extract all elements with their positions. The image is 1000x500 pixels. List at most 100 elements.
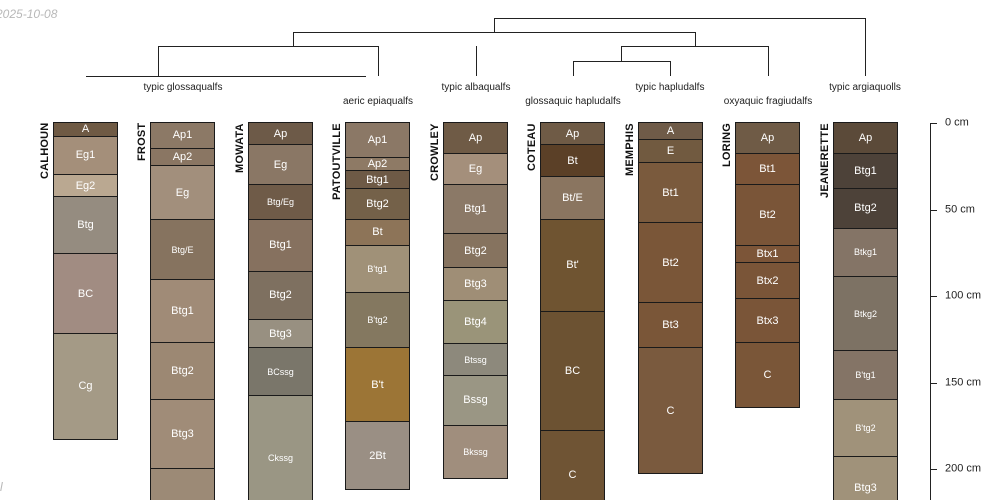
horizon: Bt: [540, 144, 605, 177]
horizon-label: Ap2: [172, 151, 193, 164]
horizon-label: Ap: [273, 127, 288, 140]
horizon: Btg/Eg: [248, 184, 313, 220]
dendrogram-branch: [476, 46, 477, 76]
horizon: Cg: [53, 333, 118, 440]
horizon-label: Btg1: [464, 202, 487, 215]
horizon: B'tg1: [345, 244, 410, 293]
dendrogram-branch: [695, 32, 696, 46]
horizon: Btg: [53, 196, 118, 255]
dendrogram-branch: [768, 46, 769, 76]
horizon-label: Btx1: [756, 247, 779, 260]
horizon: Btg1: [150, 279, 215, 343]
horizon-label: Bt': [566, 259, 579, 272]
horizon-label: C: [568, 468, 577, 481]
horizon-label: Btkg2: [853, 308, 877, 319]
horizon: E: [638, 139, 703, 163]
horizon: Bt: [345, 218, 410, 246]
taxon-label: typic glossaqualfs: [143, 82, 223, 93]
horizon: A: [53, 122, 118, 137]
horizon: A: [638, 122, 703, 141]
horizon-label: Ap: [858, 132, 873, 145]
horizon: [150, 468, 215, 500]
horizon: C: [638, 346, 703, 475]
horizon-label: Btg3: [171, 427, 194, 440]
profile-name: PATOUTVILLE: [331, 123, 343, 200]
profile-name: COTEAU: [526, 123, 538, 171]
horizon-label: Eg: [468, 163, 483, 176]
horizon-label: Ckssg: [267, 452, 293, 463]
dendrogram-branch: [621, 46, 768, 47]
profile-name: FROST: [136, 122, 148, 161]
horizon: Eg: [150, 165, 215, 220]
horizon-label: Bssg: [463, 394, 488, 407]
horizon: Btg/E: [150, 218, 215, 281]
depth-tick: [930, 382, 937, 384]
corner-mark: l: [0, 480, 3, 494]
profile-name: CROWLEY: [429, 123, 441, 181]
horizon-label: Btg2: [171, 364, 194, 377]
horizon: Ap: [833, 122, 898, 155]
depth-tick-label: 200 cm: [945, 462, 982, 475]
horizon: Ap1: [345, 122, 410, 158]
horizon: BC: [540, 310, 605, 431]
horizon: Btg3: [833, 455, 898, 500]
horizon: Btg3: [443, 267, 508, 302]
horizon-label: Bkssg: [463, 447, 488, 458]
horizon: Bt1: [735, 153, 800, 186]
horizon: Bkssg: [443, 424, 508, 480]
horizon-label: Btg1: [171, 305, 194, 318]
dendrogram-branch: [494, 18, 865, 19]
horizon: C: [540, 429, 605, 500]
horizon: Btx1: [735, 244, 800, 264]
horizon: Ap2: [345, 156, 410, 172]
horizon: Bt2: [638, 222, 703, 303]
horizon-label: Btg1: [854, 164, 877, 177]
horizon: Btg2: [345, 187, 410, 220]
horizon: Btg2: [833, 187, 898, 229]
depth-tick-label: 50 cm: [945, 202, 975, 215]
horizon-label: Btg3: [854, 481, 877, 494]
depth-tick: [930, 469, 937, 470]
dendrogram-branch: [865, 18, 866, 76]
horizon-label: Cg: [78, 380, 93, 393]
horizon: Btx2: [735, 262, 800, 300]
horizon: Bt1: [638, 161, 703, 224]
horizon: Bt': [540, 218, 605, 312]
depth-tick-label: 100 cm: [945, 289, 982, 302]
dendrogram-branch: [158, 46, 159, 76]
horizon-label: Bt: [567, 154, 578, 167]
dendrogram-branch: [670, 61, 671, 76]
horizon: B'tg1: [833, 350, 898, 400]
horizon: B'tg2: [833, 398, 898, 457]
profile-name: CALHOUN: [39, 122, 51, 179]
horizon: 2Bt: [345, 421, 410, 490]
taxon-label: typic albaqualfs: [441, 82, 511, 93]
horizon-label: Btg2: [464, 244, 487, 257]
horizon-label: A: [81, 123, 90, 136]
horizon-label: Ap1: [172, 129, 193, 142]
horizon-label: Ap2: [367, 158, 388, 170]
depth-tick-label: 0 cm: [945, 116, 969, 129]
horizon: Ap: [540, 122, 605, 146]
profile-name: LORING: [721, 123, 733, 167]
horizon: Ap1: [150, 122, 215, 149]
depth-tick-label: 150 cm: [945, 375, 982, 388]
horizon-label: Btx2: [756, 274, 779, 287]
horizon: C: [735, 341, 800, 409]
dendrogram-branch: [293, 32, 294, 46]
horizon-label: Btg: [77, 219, 94, 232]
horizon-label: Bt3: [662, 318, 679, 331]
horizon: Btkg1: [833, 227, 898, 277]
horizon: Ap: [443, 122, 508, 155]
horizon: Ap: [248, 122, 313, 146]
horizon-label: Btg4: [464, 316, 487, 329]
dendrogram-branch: [573, 61, 574, 76]
horizon-label: Btg/Eg: [266, 197, 295, 208]
horizon-label: E: [666, 145, 675, 158]
taxon-label: oxyaquic fragiudalfs: [723, 96, 813, 107]
horizon-label: Ap1: [367, 133, 388, 146]
horizon-label: Bt2: [759, 209, 776, 222]
horizon-label: Bt2: [662, 256, 679, 269]
horizon-label: B'tg2: [367, 314, 388, 325]
horizon: Bt2: [735, 184, 800, 246]
